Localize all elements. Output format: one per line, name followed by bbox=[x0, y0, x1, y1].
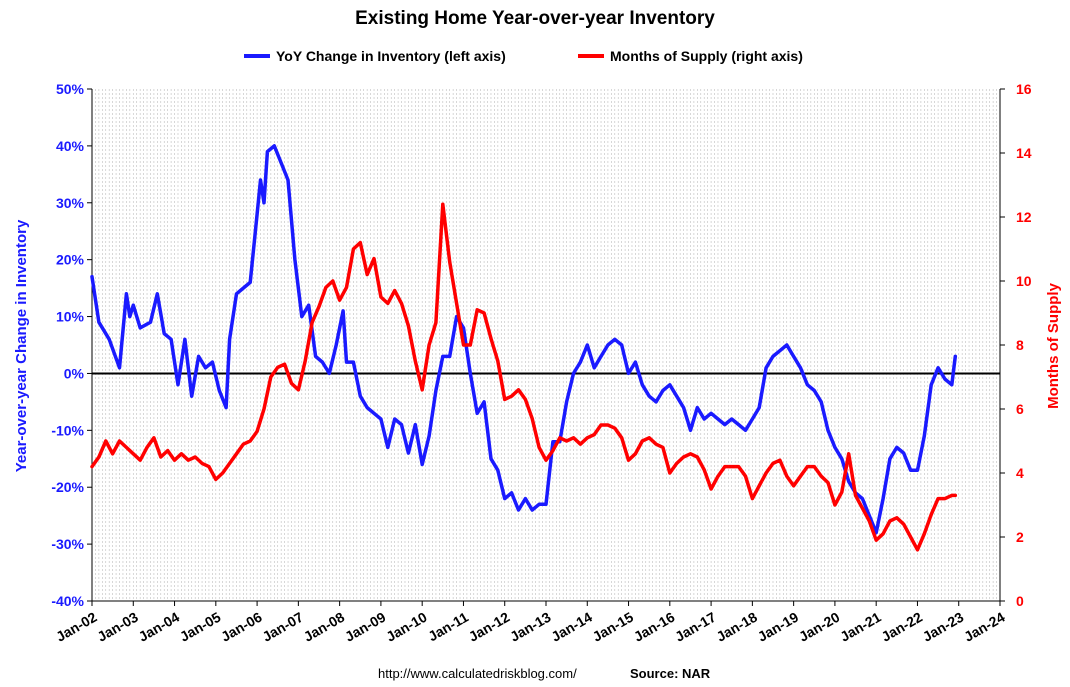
x-tick-label: Jan-03 bbox=[94, 609, 141, 645]
x-tick-label: Jan-18 bbox=[713, 609, 760, 645]
right-tick-label: 2 bbox=[1016, 529, 1024, 545]
left-tick-label: 10% bbox=[56, 309, 85, 325]
footer-url: http://www.calculatedriskblog.com/ bbox=[378, 666, 577, 681]
right-axis-label: Months of Supply bbox=[1045, 282, 1062, 408]
left-tick-label: -20% bbox=[51, 479, 84, 495]
left-tick-label: 40% bbox=[56, 138, 85, 154]
right-tick-label: 12 bbox=[1016, 209, 1032, 225]
left-tick-label: -10% bbox=[51, 422, 84, 438]
x-tick-label: Jan-17 bbox=[672, 609, 719, 645]
left-axis-label: Year-over-year Change in Inventory bbox=[13, 219, 30, 472]
left-axis-ticks: 50% 40% 30% 20% 10% 0% -10% -20% -30% -40% bbox=[51, 81, 92, 609]
series-line-inventory bbox=[90, 144, 958, 535]
x-tick-label: Jan-14 bbox=[548, 609, 595, 645]
right-tick-label: 0 bbox=[1016, 593, 1024, 609]
x-tick-label: Jan-16 bbox=[631, 609, 678, 645]
x-tick-label: Jan-09 bbox=[342, 609, 389, 645]
x-tick-label: Jan-13 bbox=[507, 609, 554, 645]
x-tick-label: Jan-19 bbox=[755, 609, 802, 645]
x-tick-label: Jan-05 bbox=[177, 609, 224, 645]
left-tick-label: 20% bbox=[56, 252, 85, 268]
left-tick-label: 30% bbox=[56, 195, 85, 211]
chart-title: Existing Home Year-over-year Inventory bbox=[355, 8, 715, 29]
right-axis-ticks: 16 14 12 10 8 6 4 2 0 bbox=[1000, 81, 1032, 609]
right-tick-label: 10 bbox=[1016, 273, 1032, 289]
legend-label-inventory: YoY Change in Inventory (left axis) bbox=[276, 48, 506, 64]
left-tick-label: 50% bbox=[56, 81, 85, 97]
x-tick-label: Jan-07 bbox=[259, 609, 306, 645]
x-tick-label: Jan-02 bbox=[53, 609, 100, 645]
right-tick-label: 8 bbox=[1016, 337, 1024, 353]
x-tick-label: Jan-24 bbox=[961, 609, 1008, 645]
x-tick-label: Jan-08 bbox=[301, 609, 348, 645]
right-tick-label: 4 bbox=[1016, 465, 1024, 481]
x-tick-label: Jan-15 bbox=[590, 609, 637, 645]
x-tick-label: Jan-06 bbox=[218, 609, 265, 645]
x-tick-label: Jan-10 bbox=[383, 609, 430, 645]
x-tick-label: Jan-20 bbox=[796, 609, 843, 645]
left-tick-label: 0% bbox=[64, 365, 85, 381]
x-tick-label: Jan-21 bbox=[837, 609, 884, 645]
right-tick-label: 16 bbox=[1016, 81, 1032, 97]
x-tick-label: Jan-11 bbox=[425, 609, 471, 645]
left-tick-label: -40% bbox=[51, 593, 84, 609]
legend: YoY Change in Inventory (left axis) Mont… bbox=[244, 48, 803, 64]
legend-label-supply: Months of Supply (right axis) bbox=[610, 48, 803, 64]
series-lines bbox=[90, 144, 958, 552]
right-tick-label: 14 bbox=[1016, 145, 1032, 161]
footer-source: Source: NAR bbox=[630, 666, 711, 681]
left-tick-label: -30% bbox=[51, 536, 84, 552]
series-line-months-supply bbox=[90, 202, 958, 552]
x-tick-label: Jan-12 bbox=[466, 609, 513, 645]
x-tick-label: Jan-04 bbox=[136, 609, 183, 645]
x-tick-label: Jan-22 bbox=[879, 609, 926, 645]
x-axis-ticks: Jan-02Jan-03Jan-04Jan-05Jan-06Jan-07Jan-… bbox=[53, 601, 1008, 645]
right-tick-label: 6 bbox=[1016, 401, 1024, 417]
x-tick-label: Jan-23 bbox=[920, 609, 967, 645]
